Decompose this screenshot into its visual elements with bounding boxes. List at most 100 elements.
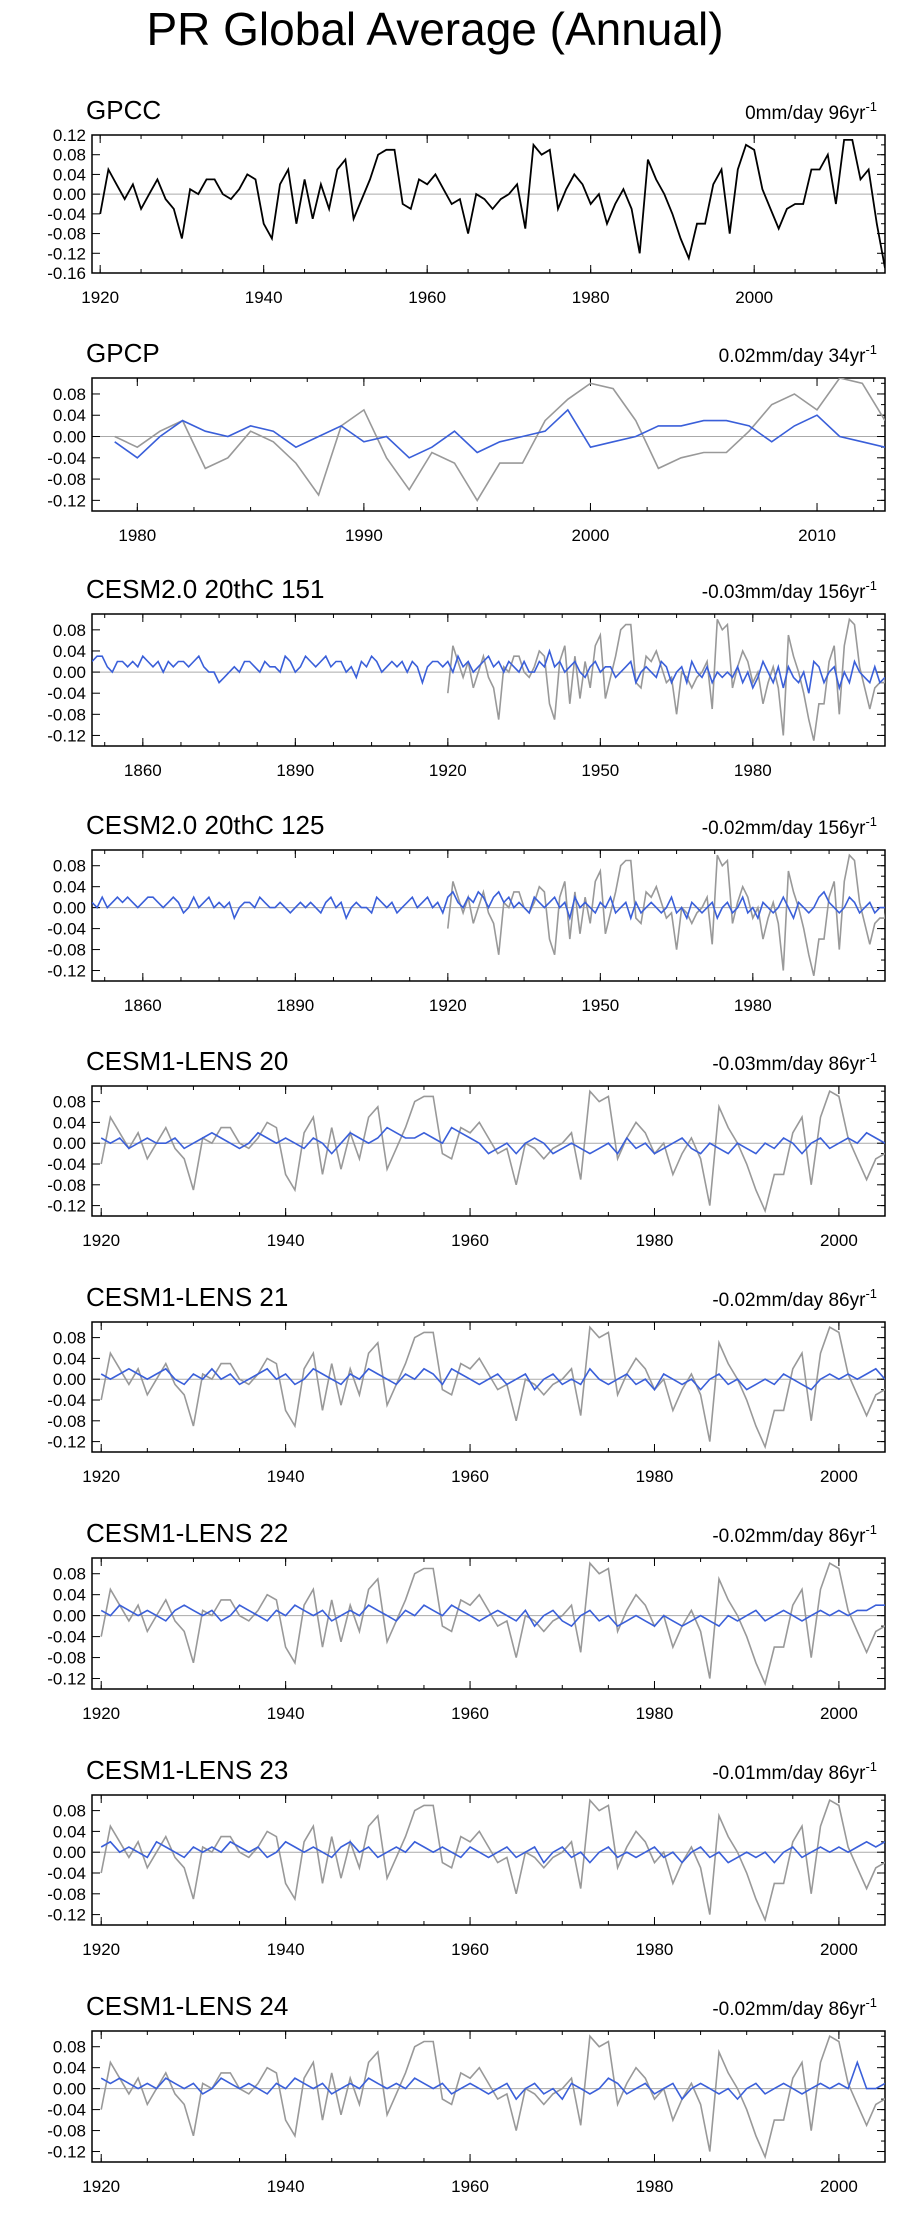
panel-trend: -0.02mm/day 86yr-1	[712, 1286, 877, 1311]
panel-7: CESM1-LENS 22 -0.02mm/day 86yr-1 0.08 0.04 0…	[47, 1518, 886, 1723]
trend-exponent: -1	[865, 1995, 877, 2010]
y-tick-label: 0.00	[53, 185, 86, 204]
x-tick-label: 1960	[451, 1704, 489, 1723]
x-tick-label: 2000	[735, 288, 773, 307]
trend-exponent: -1	[865, 578, 877, 593]
y-tick-label: -0.04	[47, 920, 86, 939]
y-tick-label: 0.08	[53, 1329, 86, 1348]
y-tick-label: 0.00	[53, 899, 86, 918]
y-tick-label: -0.12	[47, 491, 86, 510]
panel-title: CESM1-LENS 24	[86, 1991, 288, 2021]
y-tick-label: -0.08	[47, 470, 86, 489]
x-tick-label: 1980	[636, 1467, 674, 1486]
y-tick-label: -0.04	[47, 1391, 86, 1410]
y-tick-label: -0.12	[47, 726, 86, 745]
y-tick-label: 0.00	[53, 663, 86, 682]
model-line	[100, 1126, 885, 1155]
y-tick-label: 0.08	[53, 385, 86, 404]
trend-text: -0.02mm/day 86yr	[712, 1526, 866, 1547]
model-line	[92, 648, 885, 694]
y-tick-label: -0.12	[47, 244, 86, 263]
trend-exponent: -1	[865, 1050, 877, 1065]
panel-title: CESM2.0 20thC 125	[86, 810, 324, 840]
x-tick-label: 1940	[267, 1940, 305, 1959]
panel-frame	[91, 1794, 886, 1926]
y-tick-label: 0.08	[53, 2038, 86, 2057]
panel-2: GPCP 0.02mm/day 34yr-1 0.08 0.04 0.00 -0.04 -0…	[47, 338, 886, 545]
x-tick-label: 1890	[276, 761, 314, 780]
model-line	[100, 1367, 885, 1391]
y-tick-label: 0.04	[53, 1113, 86, 1132]
panel-9: CESM1-LENS 24 -0.02mm/day 86yr-1 0.08 0.04 0…	[47, 1991, 886, 2196]
x-tick-label: 1980	[572, 288, 610, 307]
y-tick-label: -0.08	[47, 941, 86, 960]
trend-exponent: -1	[865, 1522, 877, 1537]
x-tick-label: 2000	[820, 1231, 858, 1250]
x-tick-label: 2000	[572, 526, 610, 545]
gpcc-reference-line	[447, 853, 885, 976]
y-tick-label: -0.04	[47, 1864, 86, 1883]
gpcc-reference-line	[100, 1561, 885, 1687]
panel-frame	[91, 2030, 886, 2163]
gpcp-observed-line	[114, 378, 885, 502]
x-tick-label: 1950	[581, 761, 619, 780]
trend-text: -0.03mm/day 156yr	[702, 582, 866, 603]
panel-frame	[91, 1085, 886, 1217]
y-tick-label: 0.04	[53, 2059, 86, 2078]
y-tick-label: 0.00	[53, 1607, 86, 1626]
y-tick-label: -0.08	[47, 1176, 86, 1195]
panel-frame	[91, 1557, 886, 1690]
trend-text: -0.01mm/day 86yr	[712, 1763, 866, 1784]
x-tick-label: 1980	[636, 2177, 674, 2196]
x-tick-label: 1940	[245, 288, 283, 307]
panel-title: GPCC	[86, 95, 161, 125]
panel-frame	[91, 613, 886, 747]
x-tick-label: 1980	[734, 761, 772, 780]
x-tick-label: 1980	[636, 1704, 674, 1723]
trend-text: 0.02mm/day 34yr	[719, 346, 866, 367]
y-tick-label: -0.04	[47, 1628, 86, 1647]
model-line	[100, 1604, 885, 1628]
x-tick-label: 1920	[82, 1231, 120, 1250]
y-tick-label: -0.12	[47, 1670, 86, 1689]
trend-text: -0.02mm/day 86yr	[712, 1999, 866, 2020]
x-tick-label: 2000	[820, 1467, 858, 1486]
panel-title: CESM2.0 20thC 151	[86, 574, 324, 604]
panel-trend: -0.03mm/day 156yr-1	[702, 578, 877, 603]
panel-trend: -0.02mm/day 86yr-1	[712, 1995, 877, 2020]
y-tick-label: 0.08	[53, 621, 86, 640]
panel-trend: 0.02mm/day 34yr-1	[719, 342, 877, 367]
x-tick-label: 2000	[820, 1704, 858, 1723]
y-tick-label: -0.04	[47, 2101, 86, 2120]
panel-4: CESM2.0 20thC 125 -0.02mm/day 156yr-1 0.08…	[47, 810, 886, 1015]
x-tick-label: 1980	[636, 1940, 674, 1959]
panel-title: GPCP	[86, 338, 160, 368]
y-tick-label: -0.08	[47, 705, 86, 724]
y-tick-label: -0.12	[47, 1433, 86, 1452]
panel-frame	[91, 849, 886, 982]
y-tick-label: 0.04	[53, 1586, 86, 1605]
trend-exponent: -1	[865, 342, 877, 357]
y-tick-label: 0.00	[53, 2080, 86, 2099]
panel-title: CESM1-LENS 23	[86, 1755, 288, 1785]
trend-text: 0mm/day 96yr	[745, 103, 866, 124]
x-tick-label: 1960	[451, 1467, 489, 1486]
x-tick-label: 2000	[820, 1940, 858, 1959]
x-tick-label: 1920	[82, 2177, 120, 2196]
y-tick-label: -0.12	[47, 2143, 86, 2162]
y-tick-label: -0.08	[47, 225, 86, 244]
x-tick-label: 1940	[267, 2177, 305, 2196]
y-tick-label: -0.08	[47, 2122, 86, 2141]
y-tick-label: -0.16	[47, 264, 86, 283]
x-tick-label: 1890	[276, 996, 314, 1015]
y-tick-label: 0.00	[53, 1134, 86, 1153]
panel-1: GPCC 0mm/day 96yr-10.120.080.040.00-0.04-…	[47, 95, 886, 307]
model-line	[100, 1840, 885, 1864]
y-tick-label: 0.04	[53, 1822, 86, 1841]
y-tick-label: -0.04	[47, 684, 86, 703]
trend-text: -0.02mm/day 86yr	[712, 1290, 866, 1311]
x-tick-label: 1940	[267, 1231, 305, 1250]
y-tick-label: 0.04	[53, 642, 86, 661]
x-tick-label: 1960	[451, 1231, 489, 1250]
